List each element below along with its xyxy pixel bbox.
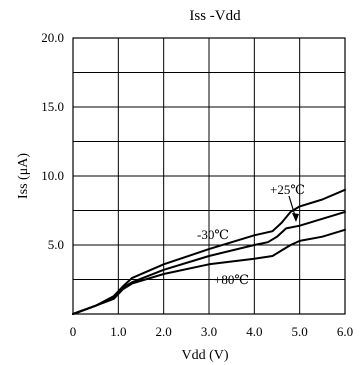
- chart-title: Iss -Vdd: [189, 8, 241, 24]
- x-tick-label: 2.0: [156, 324, 172, 339]
- x-tick-label: 5.0: [292, 324, 308, 339]
- y-axis-label: Iss (μA): [16, 153, 31, 199]
- x-tick-label: 1.0: [110, 324, 126, 339]
- plot-frame: [72, 37, 346, 315]
- y-tick-label: 5.0: [48, 237, 64, 252]
- y-tick-label: 15.0: [41, 99, 64, 114]
- series-line-3: [72, 228, 346, 315]
- y-tick-label: 10.0: [41, 168, 64, 183]
- annotation-plus80: +80℃: [214, 272, 249, 287]
- x-tick-label: 6.0: [337, 324, 353, 339]
- x-tick-label: 3.0: [201, 324, 217, 339]
- x-axis-label: Vdd (V): [181, 348, 228, 363]
- y-tick-label: 20.0: [41, 30, 64, 45]
- annotation-plus25: +25℃: [270, 182, 305, 197]
- tick-labels: 0 1.0 2.0 3.0 4.0 5.0 6.0 5.0 10.0 15.0 20.0: [41, 30, 353, 339]
- annotation-minus30: -30℃: [197, 227, 229, 242]
- series-layer: [72, 188, 346, 315]
- x-tick-label: 0: [70, 324, 77, 339]
- x-tick-label: 4.0: [246, 324, 262, 339]
- annotation-arrow-head: [292, 213, 299, 222]
- grid-lines: [73, 38, 345, 314]
